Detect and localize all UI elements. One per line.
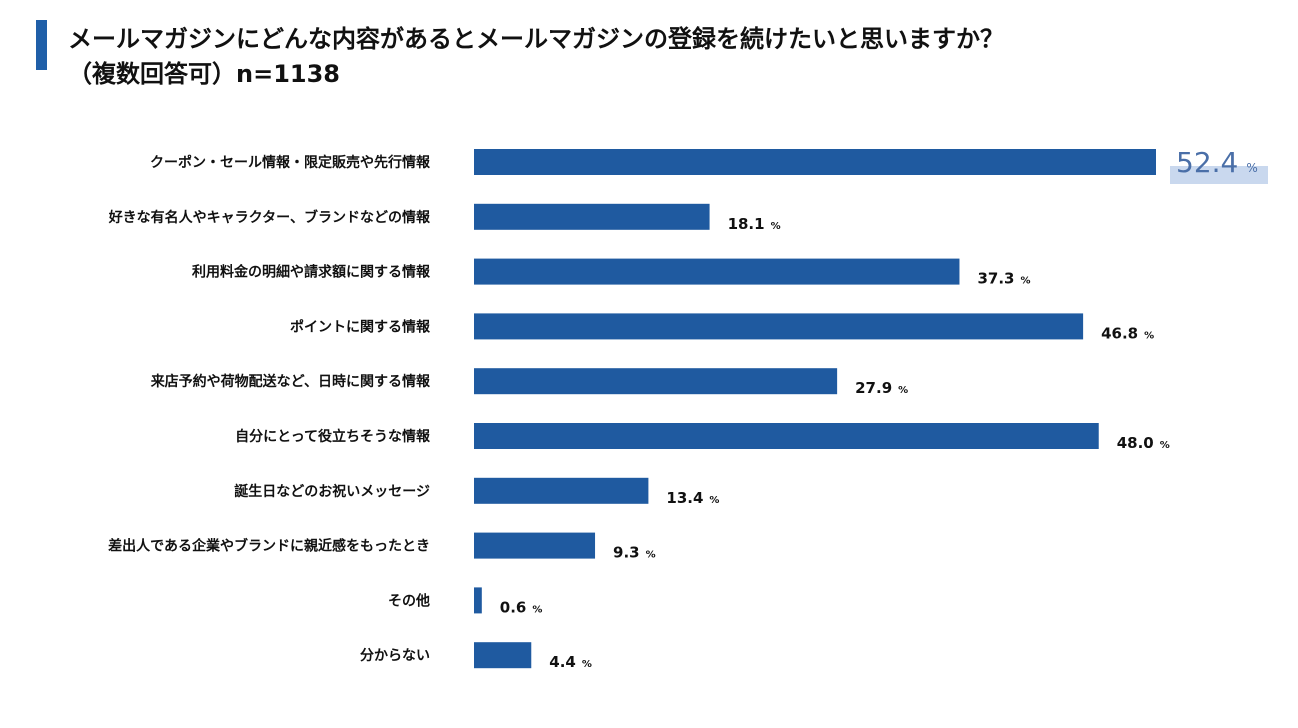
chart-title: メールマガジンにどんな内容があるとメールマガジンの登録を続けたいと思いますか？ … [68, 22, 1004, 92]
category-label: ポイントに関する情報 [290, 318, 431, 335]
value-label: 48.0% [1117, 434, 1170, 452]
bar [474, 149, 1156, 175]
highlight-background [1170, 166, 1268, 184]
bar [474, 532, 596, 559]
bar [474, 642, 532, 669]
chart-title-line2: （複数回答可）n=1138 [68, 60, 340, 88]
category-label: 分からない [360, 648, 430, 664]
bar [474, 423, 1099, 449]
value-label: 18.1% [728, 215, 781, 233]
value-label: 9.3% [613, 544, 656, 562]
value-label: 4.4% [549, 653, 592, 671]
value-label: 0.6% [500, 598, 543, 616]
bar [474, 477, 649, 504]
bar [474, 368, 838, 395]
chart-title-line1: メールマガジンにどんな内容があるとメールマガジンの登録を続けたいと思いますか？ [68, 25, 1004, 53]
bar [474, 258, 960, 285]
category-label: 来店予約や荷物配送など、日時に関する情報 [150, 373, 431, 390]
category-label: クーポン・セール情報・限定販売や先行情報 [150, 154, 431, 171]
value-label: 37.3% [977, 270, 1030, 288]
value-label: 52.4% [1176, 146, 1258, 179]
category-label: 自分にとって役立ちそうな情報 [235, 428, 431, 445]
value-label: 46.8% [1101, 324, 1154, 342]
title-accent-bar [36, 20, 47, 70]
category-label: 利用料金の明細や請求額に関する情報 [192, 264, 431, 281]
category-label: 誕生日などのお祝いメッセージ [234, 483, 430, 500]
bar [474, 203, 710, 230]
value-label: 27.9% [855, 379, 908, 397]
bar [474, 587, 482, 614]
value-label: 13.4% [666, 489, 719, 507]
category-label: その他 [388, 592, 430, 609]
bar [474, 313, 1084, 340]
category-label: 好きな有名人やキャラクター、ブランドなどの情報 [108, 209, 431, 226]
category-label: 差出人である企業やブランドに親近感をもったとき [108, 538, 430, 555]
